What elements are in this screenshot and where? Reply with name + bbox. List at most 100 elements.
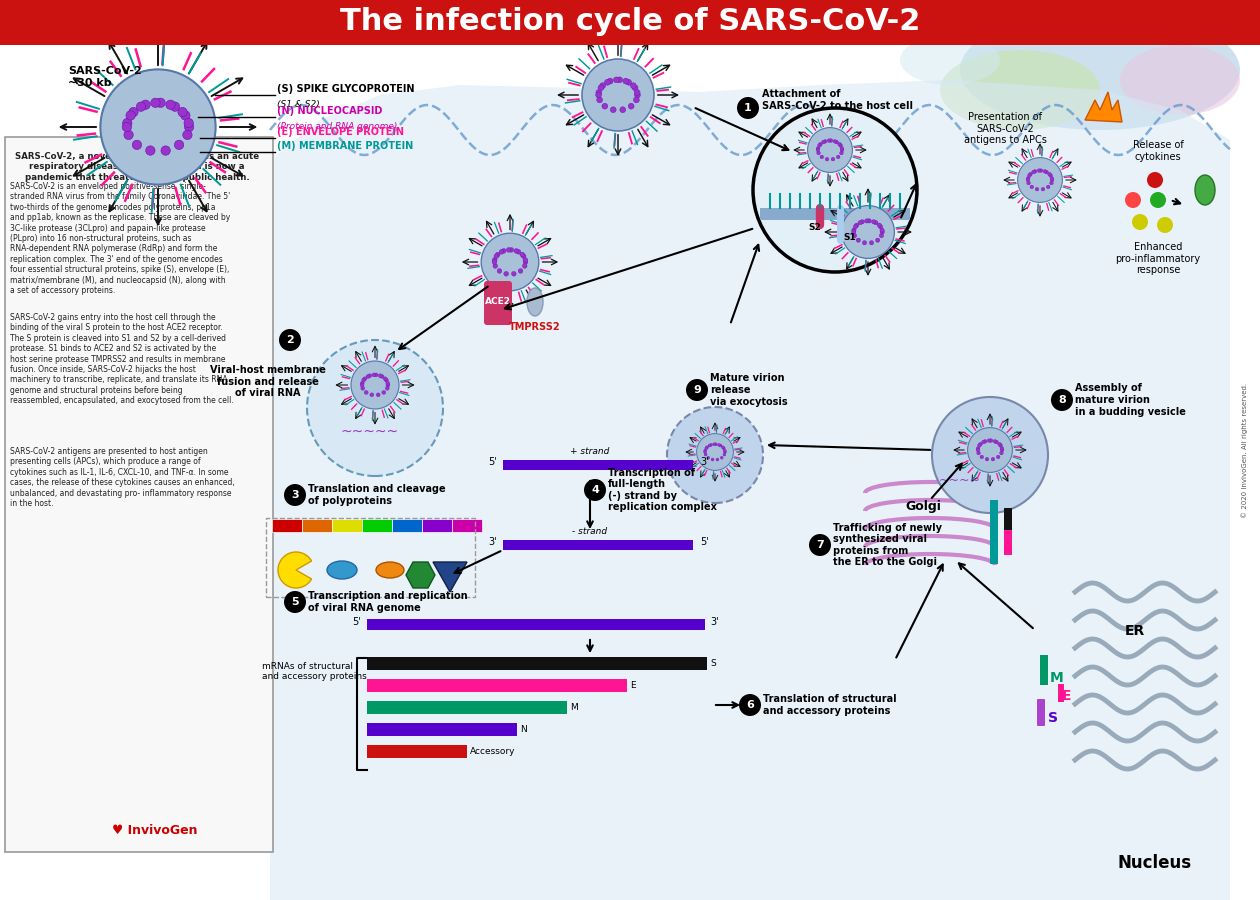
- Circle shape: [753, 108, 917, 272]
- Circle shape: [968, 428, 1012, 473]
- Circle shape: [879, 233, 883, 238]
- Circle shape: [1026, 178, 1029, 182]
- Circle shape: [818, 144, 822, 148]
- Circle shape: [1125, 192, 1142, 208]
- Circle shape: [1131, 214, 1148, 230]
- Text: Presentation of
SARS-CoV-2
antigens to APCs: Presentation of SARS-CoV-2 antigens to A…: [964, 112, 1047, 145]
- Circle shape: [832, 158, 835, 161]
- Circle shape: [364, 391, 368, 394]
- Circle shape: [360, 383, 364, 387]
- Text: (M) MEMBRANE PROTEIN: (M) MEMBRANE PROTEIN: [277, 141, 413, 151]
- Ellipse shape: [375, 562, 404, 578]
- Circle shape: [704, 453, 707, 456]
- Circle shape: [499, 249, 504, 254]
- Text: SARS-CoV-2 gains entry into the host cell through the
binding of the viral S pro: SARS-CoV-2 gains entry into the host cel…: [10, 313, 234, 405]
- Circle shape: [840, 147, 844, 150]
- Circle shape: [1000, 448, 1004, 452]
- Circle shape: [1026, 176, 1029, 180]
- Text: Golgi: Golgi: [905, 500, 941, 513]
- Text: (Protein and RNA genome): (Protein and RNA genome): [277, 122, 397, 131]
- Bar: [302, 519, 331, 532]
- Text: N: N: [520, 725, 527, 734]
- Text: SARS-CoV-2 is an enveloped positive-sense, single-
stranded RNA virus from the f: SARS-CoV-2 is an enveloped positive-sens…: [10, 182, 231, 295]
- Text: + strand: + strand: [571, 447, 610, 456]
- Text: ACE2: ACE2: [485, 298, 512, 307]
- Circle shape: [174, 140, 184, 149]
- Circle shape: [978, 444, 982, 447]
- Circle shape: [876, 238, 879, 242]
- Circle shape: [382, 391, 386, 394]
- Circle shape: [1032, 170, 1036, 174]
- Circle shape: [634, 97, 639, 103]
- Circle shape: [183, 130, 192, 140]
- Circle shape: [170, 102, 180, 112]
- Text: Trafficking of newly
synthesized viral
proteins from
the ER to the Golgi: Trafficking of newly synthesized viral p…: [833, 523, 942, 567]
- Circle shape: [867, 219, 872, 223]
- Text: ~~~~~: ~~~~~: [341, 425, 399, 439]
- Circle shape: [995, 440, 998, 444]
- Circle shape: [982, 440, 985, 444]
- Circle shape: [869, 240, 873, 245]
- Circle shape: [498, 268, 501, 274]
- Circle shape: [716, 458, 719, 461]
- Circle shape: [809, 534, 832, 556]
- Circle shape: [1000, 446, 1004, 450]
- Text: (N) NUCLEOCAPSID: (N) NUCLEOCAPSID: [277, 106, 382, 116]
- Circle shape: [610, 107, 616, 112]
- Text: 5': 5': [701, 537, 708, 547]
- Circle shape: [697, 434, 733, 471]
- Circle shape: [630, 83, 636, 88]
- Circle shape: [1051, 178, 1053, 182]
- Polygon shape: [1085, 92, 1121, 122]
- Ellipse shape: [1120, 45, 1240, 115]
- Circle shape: [838, 142, 842, 146]
- Bar: [367, 723, 517, 736]
- Text: 8: 8: [1058, 395, 1066, 405]
- Text: (S1 & S2): (S1 & S2): [277, 100, 320, 109]
- Text: ~~~~: ~~~~: [939, 473, 982, 487]
- Circle shape: [985, 457, 989, 461]
- Ellipse shape: [1194, 175, 1215, 205]
- Circle shape: [495, 252, 500, 256]
- Circle shape: [979, 443, 983, 446]
- Circle shape: [721, 456, 723, 459]
- Circle shape: [1050, 181, 1053, 184]
- Ellipse shape: [900, 35, 1000, 85]
- Polygon shape: [406, 562, 435, 588]
- Circle shape: [721, 446, 724, 449]
- Circle shape: [520, 252, 524, 256]
- Circle shape: [839, 144, 843, 148]
- Bar: [990, 500, 998, 528]
- Circle shape: [1028, 174, 1031, 177]
- Circle shape: [723, 449, 726, 452]
- Circle shape: [381, 374, 384, 379]
- Circle shape: [740, 694, 761, 716]
- Text: 6: 6: [746, 700, 753, 710]
- Circle shape: [842, 205, 895, 258]
- Circle shape: [825, 158, 829, 161]
- Circle shape: [976, 446, 980, 450]
- Circle shape: [386, 386, 389, 391]
- Circle shape: [616, 76, 622, 83]
- Circle shape: [626, 79, 631, 86]
- Circle shape: [597, 97, 602, 103]
- Circle shape: [605, 79, 610, 86]
- Circle shape: [1040, 169, 1043, 173]
- Text: Accessory: Accessory: [470, 748, 515, 757]
- Text: 🔧: 🔧: [1200, 181, 1210, 199]
- Bar: [367, 701, 567, 714]
- Circle shape: [501, 248, 507, 253]
- Circle shape: [1027, 181, 1031, 184]
- Circle shape: [852, 228, 856, 232]
- Circle shape: [703, 449, 707, 452]
- Bar: [5, 137, 273, 852]
- Circle shape: [1033, 169, 1037, 173]
- Circle shape: [386, 382, 389, 385]
- Circle shape: [360, 386, 364, 391]
- Bar: [362, 519, 392, 532]
- Circle shape: [976, 448, 980, 452]
- Circle shape: [378, 374, 382, 378]
- Circle shape: [151, 98, 160, 107]
- Circle shape: [493, 264, 498, 268]
- Circle shape: [999, 444, 1003, 447]
